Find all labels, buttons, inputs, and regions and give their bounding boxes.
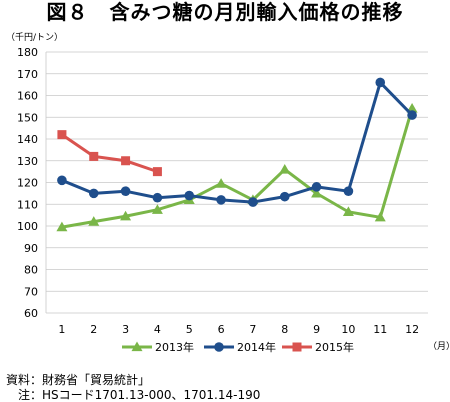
data-point-2013年-6 bbox=[215, 178, 227, 188]
plot-area-series bbox=[56, 77, 418, 232]
data-point-2013年-9 bbox=[311, 187, 323, 198]
legend-marker-2014年 bbox=[214, 342, 224, 352]
data-point-2013年-11 bbox=[374, 211, 386, 222]
data-point-2014年-4 bbox=[152, 192, 163, 203]
legend-label-2013年: 2013年 bbox=[155, 340, 194, 354]
hs-code-note: 注：HSコード1701.13-000、1701.14-190 bbox=[6, 387, 260, 402]
data-point-2014年-6 bbox=[216, 195, 226, 205]
data-point-2013年-10 bbox=[342, 206, 354, 216]
legend: 2013年 2014年 2015年 bbox=[122, 340, 354, 354]
data-point-2014年-10 bbox=[343, 186, 354, 196]
x-tick-label-10: 10 bbox=[341, 323, 355, 336]
data-point-2014年-12 bbox=[407, 110, 417, 120]
data-point-2015年-2 bbox=[89, 151, 99, 161]
series-line-2014年 bbox=[61, 80, 414, 204]
series-2013年 bbox=[56, 103, 418, 232]
y-tick-label-130: 130 bbox=[17, 155, 38, 168]
y-axis-ticks: 60 70 80 90 100 110 120 130 140 150 160 170 180 bbox=[17, 46, 38, 320]
data-point-2015年-3 bbox=[121, 156, 131, 166]
legend-label-2014年: 2014年 bbox=[237, 340, 276, 354]
y-axis-unit-label: （千円/トン） bbox=[6, 32, 63, 43]
y-tick-label-70: 70 bbox=[24, 285, 38, 298]
data-point-2013年-2 bbox=[88, 216, 100, 226]
x-tick-label-12: 12 bbox=[405, 323, 419, 336]
y-tick-label-80: 80 bbox=[24, 264, 38, 277]
y-tick-label-150: 150 bbox=[17, 111, 38, 124]
data-point-2013年-3 bbox=[120, 210, 132, 221]
x-tick-label-2: 2 bbox=[90, 323, 97, 336]
data-point-2013年-4 bbox=[151, 204, 163, 214]
chart-title: 図８ 含みつ糖の月別輸入価格の推移 bbox=[47, 0, 404, 24]
data-point-2013年-1 bbox=[56, 221, 68, 232]
data-point-2014年-2 bbox=[88, 188, 99, 199]
y-tick-label-110: 110 bbox=[17, 198, 38, 211]
x-axis-unit-label: （月） bbox=[428, 341, 450, 352]
y-tick-label-140: 140 bbox=[17, 133, 38, 146]
x-tick-label-4: 4 bbox=[154, 323, 161, 336]
source-note: 資料：財務省「貿易統計」 bbox=[6, 372, 150, 387]
data-point-2014年-9 bbox=[311, 182, 322, 192]
y-tick-label-100: 100 bbox=[17, 220, 38, 233]
data-point-2014年-3 bbox=[120, 186, 131, 196]
y-tick-label-120: 120 bbox=[17, 177, 38, 190]
data-point-2014年-5 bbox=[184, 190, 195, 201]
data-point-2013年-8 bbox=[279, 163, 291, 174]
data-point-2014年-11 bbox=[375, 77, 386, 88]
x-tick-label-11: 11 bbox=[373, 323, 387, 336]
data-point-2014年-1 bbox=[57, 175, 67, 186]
data-point-2014年-7 bbox=[248, 197, 258, 207]
y-tick-label-170: 170 bbox=[17, 68, 38, 81]
series-2015年 bbox=[57, 130, 162, 177]
x-axis-ticks: 1 2 3 4 5 6 7 8 9 10 11 12 bbox=[58, 323, 419, 336]
x-tick-label-9: 9 bbox=[313, 323, 320, 336]
legend-marker-2013年 bbox=[131, 341, 143, 352]
legend-marker-2015年 bbox=[292, 342, 302, 352]
x-tick-label-1: 1 bbox=[58, 323, 65, 336]
series-2014年 bbox=[57, 77, 417, 207]
y-tick-label-90: 90 bbox=[24, 242, 38, 255]
data-point-2015年-1 bbox=[57, 130, 67, 140]
data-point-2015年-4 bbox=[152, 167, 162, 177]
y-tick-label-160: 160 bbox=[17, 90, 38, 103]
y-tick-label-180: 180 bbox=[17, 46, 38, 59]
series-line-2015年 bbox=[61, 133, 158, 174]
x-tick-label-5: 5 bbox=[186, 323, 193, 336]
x-tick-label-7: 7 bbox=[249, 323, 256, 336]
y-tick-label-60: 60 bbox=[24, 307, 38, 320]
data-point-2014年-8 bbox=[279, 191, 290, 202]
grid-lines bbox=[45, 51, 428, 314]
legend-label-2015年: 2015年 bbox=[315, 340, 354, 354]
x-tick-label-6: 6 bbox=[218, 323, 225, 336]
x-tick-label-3: 3 bbox=[122, 323, 129, 336]
series-line-2013年 bbox=[61, 108, 414, 229]
x-tick-label-8: 8 bbox=[281, 323, 288, 336]
